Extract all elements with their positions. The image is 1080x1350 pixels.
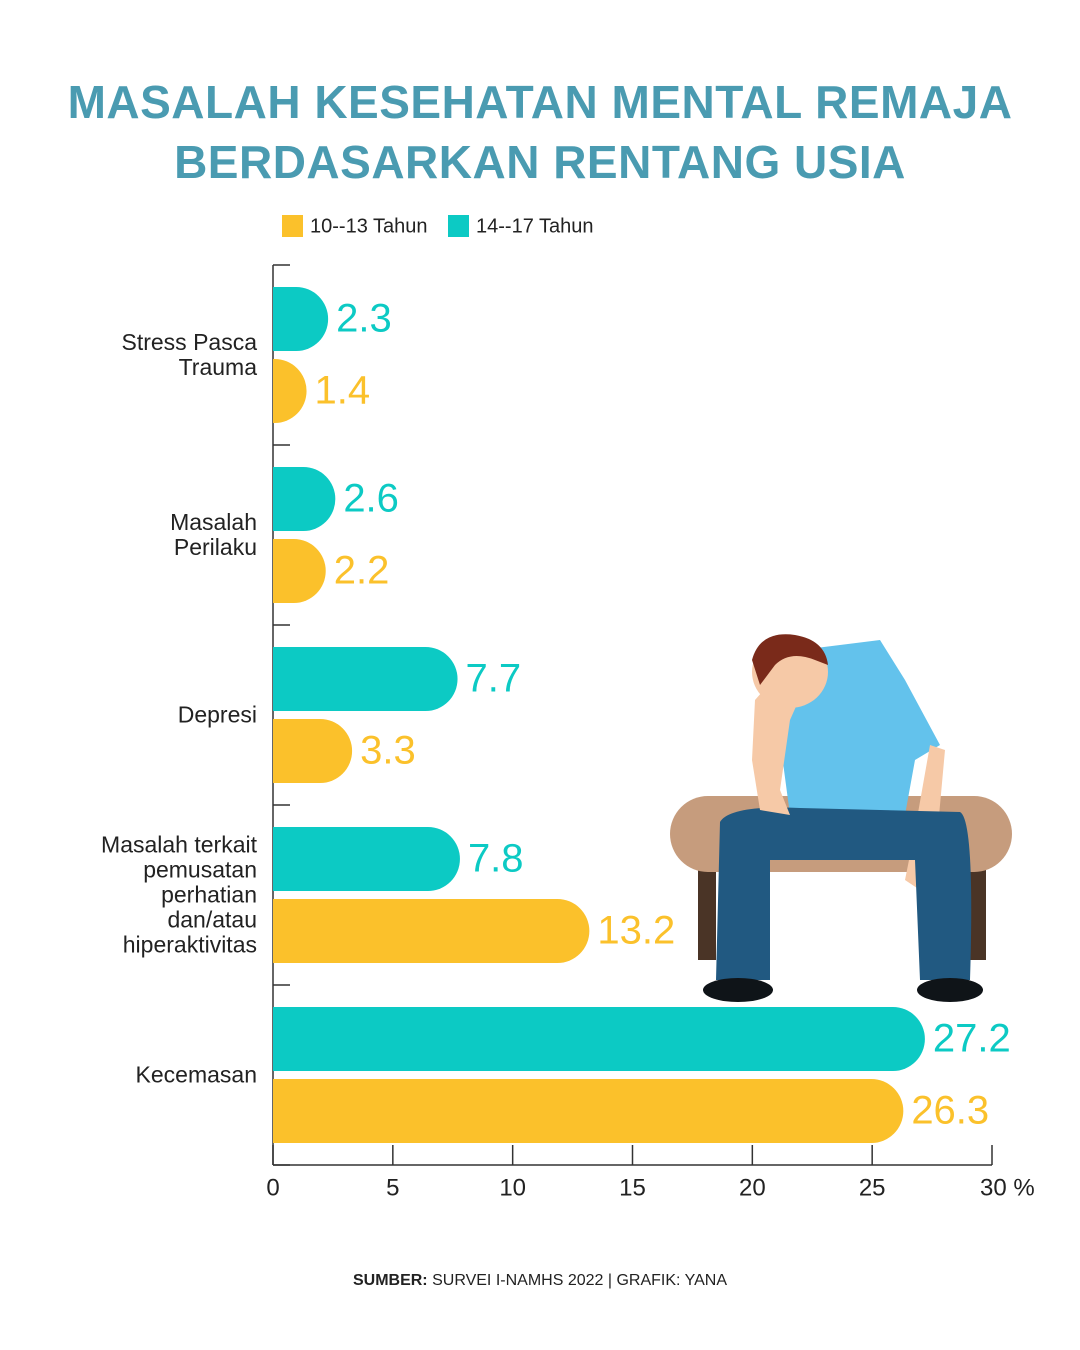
- bar: [273, 647, 458, 711]
- source-label: SUMBER:: [352, 1272, 428, 1289]
- legend-label: 10--13 Tahun: [310, 215, 428, 237]
- x-tick-label: 15: [619, 1174, 646, 1201]
- value-label: 2.3: [336, 297, 392, 341]
- category-label: Depresi: [177, 701, 257, 728]
- value-label: 1.4: [315, 369, 371, 413]
- value-label: 13.2: [597, 909, 675, 953]
- value-label: 2.2: [334, 549, 390, 593]
- bar: [273, 1007, 925, 1071]
- legend-label: 14--17 Tahun: [476, 215, 594, 237]
- bar: [273, 467, 336, 531]
- bar: [273, 899, 590, 963]
- x-tick-label: 5: [386, 1174, 399, 1201]
- source-text: SURVEI I-NAMHS 2022 | GRAFIK: YANA: [432, 1272, 728, 1289]
- bar: [273, 1079, 904, 1143]
- value-label: 26.3: [911, 1089, 989, 1133]
- legend-swatch: [282, 215, 303, 237]
- x-tick-label: 20: [739, 1174, 766, 1201]
- category-label: Masalah terkait pemusatan perhatian dan/…: [101, 831, 257, 958]
- chart-title: MASALAH KESEHATAN MENTAL REMAJA BERDASAR…: [67, 76, 1013, 188]
- bar: [273, 287, 329, 351]
- value-label: 7.7: [466, 657, 522, 701]
- category-label: Stress Pasca Trauma: [121, 329, 258, 380]
- legend-swatch: [448, 215, 469, 237]
- x-tick-label: 0: [266, 1174, 279, 1201]
- category-label: Kecemasan: [135, 1061, 257, 1088]
- illustration: [670, 634, 1012, 1002]
- value-label: 7.8: [468, 837, 524, 881]
- bar: [273, 827, 460, 891]
- bar: [273, 539, 326, 603]
- value-label: 2.6: [343, 477, 399, 521]
- value-label: 3.3: [360, 729, 416, 773]
- value-label: 27.2: [933, 1017, 1011, 1061]
- bar: [273, 719, 353, 783]
- x-tick-label: 25: [859, 1174, 886, 1201]
- x-tick-label: 30 %: [980, 1174, 1035, 1201]
- source: SUMBER: SURVEI I-NAMHS 2022 | GRAFIK: YA…: [0, 1272, 1080, 1290]
- x-tick-label: 10: [499, 1174, 526, 1201]
- category-label: Masalah Perilaku: [170, 509, 257, 560]
- bar: [273, 359, 307, 423]
